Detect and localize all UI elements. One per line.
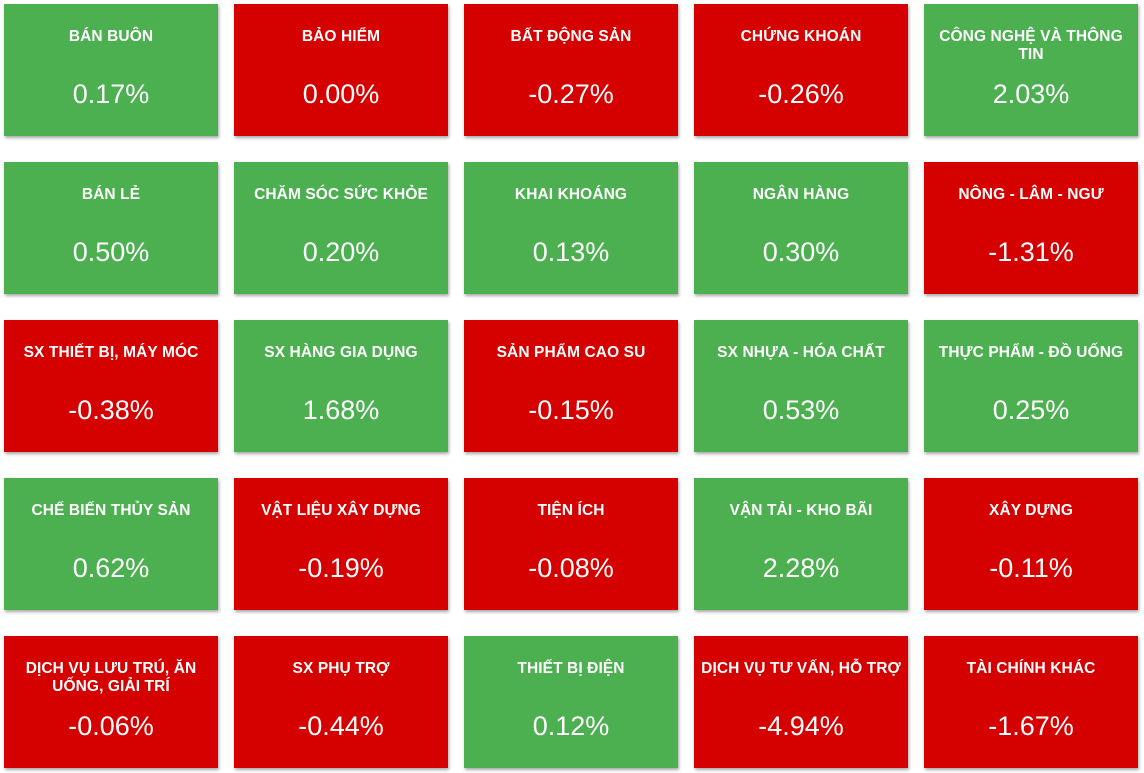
sector-name: TIỆN ÍCH: [537, 502, 605, 519]
sector-change-value: -0.26%: [758, 79, 844, 109]
sector-tile[interactable]: DỊCH VỤ TƯ VẤN, HỖ TRỢ -4.94%: [694, 636, 908, 768]
sector-change-value: -0.15%: [528, 395, 614, 425]
sector-change-value: -4.94%: [758, 711, 844, 741]
sector-tile[interactable]: CHẾ BIẾN THỦY SẢN 0.62%: [4, 478, 218, 610]
sector-name: DỊCH VỤ LƯU TRÚ, ĂN UỐNG, GIẢI TRÍ: [25, 660, 197, 695]
sector-tile[interactable]: CHỨNG KHOÁN -0.26%: [694, 4, 908, 136]
sector-name: SX NHỰA - HÓA CHẤT: [717, 344, 885, 361]
sector-tile[interactable]: XÂY DỰNG -0.11%: [924, 478, 1138, 610]
sector-name: NÔNG - LÂM - NGƯ: [958, 186, 1104, 203]
sector-tile[interactable]: TÀI CHÍNH KHÁC -1.67%: [924, 636, 1138, 768]
sector-change-value: 1.68%: [302, 395, 380, 425]
sector-change-value: 0.50%: [72, 237, 150, 267]
sector-change-value: -1.67%: [988, 711, 1074, 741]
sector-tile[interactable]: NGÂN HÀNG 0.30%: [694, 162, 908, 294]
sector-tile[interactable]: VẬN TẢI - KHO BÃI 2.28%: [694, 478, 908, 610]
sector-tile[interactable]: BẤT ĐỘNG SẢN -0.27%: [464, 4, 678, 136]
sector-change-value: 0.62%: [72, 553, 150, 583]
sector-tile[interactable]: SX NHỰA - HÓA CHẤT 0.53%: [694, 320, 908, 452]
sector-tile[interactable]: NÔNG - LÂM - NGƯ -1.31%: [924, 162, 1138, 294]
sector-name: THIẾT BỊ ĐIỆN: [517, 660, 625, 677]
sector-change-value: 0.00%: [302, 79, 380, 109]
sector-tile[interactable]: THIẾT BỊ ĐIỆN 0.12%: [464, 636, 678, 768]
sector-tile[interactable]: SX THIẾT BỊ, MÁY MÓC -0.38%: [4, 320, 218, 452]
sector-tile[interactable]: BÁN BUÔN 0.17%: [4, 4, 218, 136]
sector-tile[interactable]: SẢN PHẨM CAO SU -0.15%: [464, 320, 678, 452]
sector-name: KHAI KHOÁNG: [514, 186, 628, 203]
sector-tile[interactable]: SX HÀNG GIA DỤNG 1.68%: [234, 320, 448, 452]
sector-change-value: -1.31%: [988, 237, 1074, 267]
sector-tile[interactable]: VẬT LIỆU XÂY DỰNG -0.19%: [234, 478, 448, 610]
sector-change-value: 0.25%: [992, 395, 1070, 425]
sector-name: BẤT ĐỘNG SẢN: [510, 28, 632, 45]
sector-change-value: 0.13%: [532, 237, 610, 267]
sector-name: NGÂN HÀNG: [752, 186, 850, 203]
sector-name: BẢO HIỂM: [301, 28, 381, 45]
sector-name: SX HÀNG GIA DỤNG: [264, 344, 418, 361]
sector-name: THỰC PHẨM - ĐỒ UỐNG: [938, 344, 1124, 361]
sector-name: SX PHỤ TRỢ: [292, 660, 390, 677]
sector-tile[interactable]: CHĂM SÓC SỨC KHỎE 0.20%: [234, 162, 448, 294]
sector-name: VẬT LIỆU XÂY DỰNG: [261, 502, 421, 519]
sector-tile[interactable]: CÔNG NGHỆ VÀ THÔNG TIN 2.03%: [924, 4, 1138, 136]
sector-tile[interactable]: BẢO HIỂM 0.00%: [234, 4, 448, 136]
sector-name: CHĂM SÓC SỨC KHỎE: [254, 186, 428, 203]
sector-name: SX THIẾT BỊ, MÁY MÓC: [23, 344, 199, 361]
sector-change-value: 2.28%: [762, 553, 840, 583]
sector-tile[interactable]: SX PHỤ TRỢ -0.44%: [234, 636, 448, 768]
sector-name: CÔNG NGHỆ VÀ THÔNG TIN: [939, 28, 1123, 63]
sector-change-value: -0.27%: [528, 79, 614, 109]
sector-change-value: 2.03%: [992, 79, 1070, 109]
sector-change-value: 0.53%: [762, 395, 840, 425]
sector-name: CHỨNG KHOÁN: [740, 28, 862, 45]
sector-tile[interactable]: DỊCH VỤ LƯU TRÚ, ĂN UỐNG, GIẢI TRÍ -0.06%: [4, 636, 218, 768]
sector-name: VẬN TẢI - KHO BÃI: [729, 502, 873, 519]
sector-change-value: -0.11%: [989, 553, 1073, 583]
sector-change-value: 0.30%: [762, 237, 840, 267]
sector-name: BÁN BUÔN: [68, 28, 154, 45]
sector-name: BÁN LẺ: [81, 186, 141, 203]
sector-change-value: 0.12%: [532, 711, 610, 741]
sector-tile[interactable]: BÁN LẺ 0.50%: [4, 162, 218, 294]
sector-tile[interactable]: KHAI KHOÁNG 0.13%: [464, 162, 678, 294]
sector-tile[interactable]: TIỆN ÍCH -0.08%: [464, 478, 678, 610]
sector-change-value: -0.38%: [68, 395, 154, 425]
sector-name: CHẾ BIẾN THỦY SẢN: [31, 502, 191, 519]
sector-name: SẢN PHẨM CAO SU: [496, 344, 646, 361]
sector-change-value: 0.20%: [302, 237, 380, 267]
sector-change-value: -0.08%: [528, 553, 614, 583]
sector-name: TÀI CHÍNH KHÁC: [966, 660, 1096, 677]
sector-name: XÂY DỰNG: [989, 502, 1073, 519]
sector-change-value: 0.17%: [72, 79, 150, 109]
sector-name: DỊCH VỤ TƯ VẤN, HỖ TRỢ: [701, 660, 901, 677]
sector-change-value: -0.06%: [68, 711, 154, 741]
sector-change-value: -0.19%: [298, 553, 384, 583]
sector-change-value: -0.44%: [298, 711, 384, 741]
sector-tile[interactable]: THỰC PHẨM - ĐỒ UỐNG 0.25%: [924, 320, 1138, 452]
